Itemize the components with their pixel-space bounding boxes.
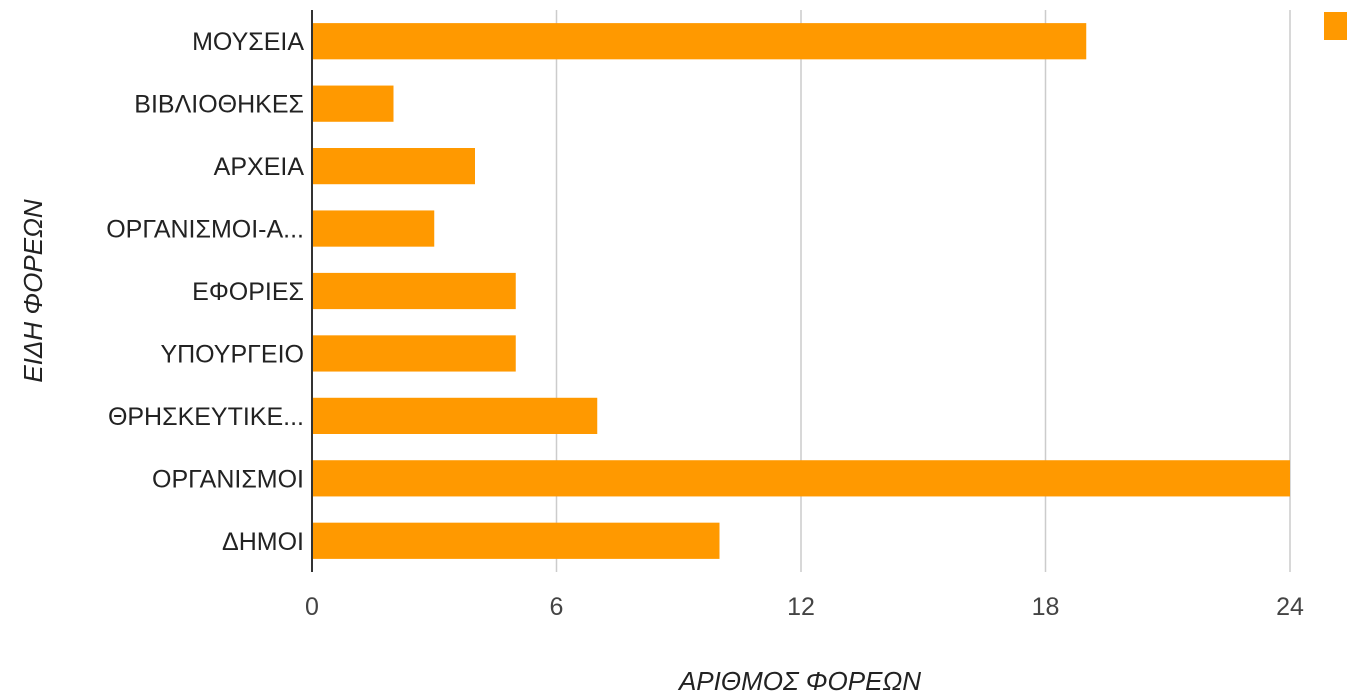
- category-label: ΒΙΒΛΙΟΘΗΚΕΣ: [134, 91, 304, 119]
- x-tick-label: 18: [1032, 593, 1060, 621]
- bar: [312, 23, 1087, 60]
- bar: [312, 397, 598, 434]
- x-tick-label: 24: [1276, 593, 1304, 621]
- category-label: ΘΡΗΣΚΕΥΤΙΚΕ...: [108, 403, 304, 431]
- category-label: ΔΗΜΟΙ: [222, 528, 304, 556]
- category-label: ΟΡΓΑΝΙΣΜΟΙ-Α...: [106, 216, 304, 244]
- legend-swatch: [1324, 12, 1347, 40]
- bar: [312, 148, 475, 185]
- bar: [312, 460, 1290, 497]
- x-tick-labels: 0 6 12 18 24: [305, 593, 1304, 621]
- x-tick-label: 0: [305, 593, 319, 621]
- x-tick-label: 12: [787, 593, 815, 621]
- category-label: ΥΠΟΥΡΓΕΙΟ: [160, 340, 304, 368]
- category-label: ΟΡΓΑΝΙΣΜΟΙ: [152, 465, 304, 493]
- category-label: ΜΟΥΣΕΙΑ: [192, 28, 304, 56]
- bar: [312, 335, 516, 372]
- x-axis-title: ΑΡΙΘΜΟΣ ΦΟΡΕΩΝ: [677, 666, 921, 694]
- x-tick-label: 6: [550, 593, 564, 621]
- bar: [312, 272, 516, 310]
- category-label: ΕΦΟΡΙΕΣ: [192, 278, 304, 306]
- bars: [312, 23, 1290, 559]
- category-label: ΑΡΧΕΙΑ: [214, 153, 305, 181]
- category-labels: ΜΟΥΣΕΙΑ ΒΙΒΛΙΟΘΗΚΕΣ ΑΡΧΕΙΑ ΟΡΓΑΝΙΣΜΟΙ-Α... Ε…: [106, 28, 304, 556]
- bar: [312, 85, 394, 122]
- bar: [312, 210, 435, 247]
- y-axis-title: ΕΙΔΗ ΦΟΡΕΩΝ: [18, 199, 48, 382]
- bar: [312, 522, 720, 559]
